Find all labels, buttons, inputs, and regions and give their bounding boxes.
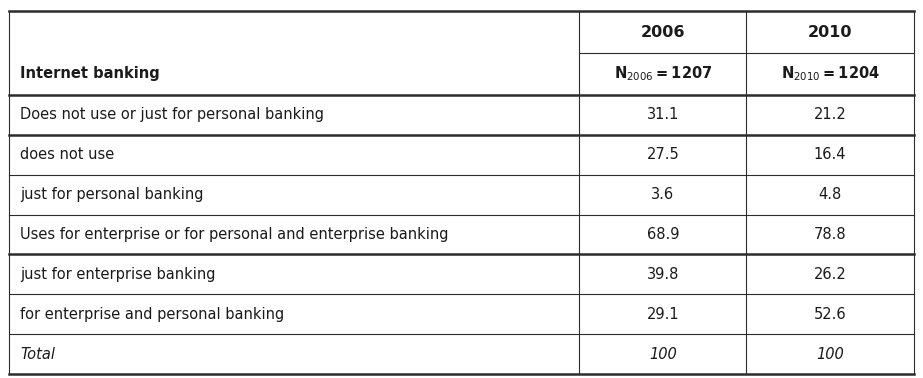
- Text: 31.1: 31.1: [647, 107, 679, 122]
- Text: 29.1: 29.1: [646, 307, 679, 322]
- Text: 2006: 2006: [641, 25, 685, 40]
- Text: 100: 100: [649, 347, 677, 362]
- Text: Uses for enterprise or for personal and enterprise banking: Uses for enterprise or for personal and …: [20, 227, 449, 242]
- Text: 39.8: 39.8: [647, 267, 679, 282]
- Text: for enterprise and personal banking: for enterprise and personal banking: [20, 307, 284, 322]
- Text: 27.5: 27.5: [646, 147, 679, 162]
- Text: 3.6: 3.6: [652, 187, 675, 202]
- Text: Internet banking: Internet banking: [20, 67, 160, 81]
- Text: 26.2: 26.2: [814, 267, 846, 282]
- Text: Total: Total: [20, 347, 55, 362]
- Text: 100: 100: [816, 347, 844, 362]
- Text: 21.2: 21.2: [814, 107, 846, 122]
- Text: $\mathbf{N}_{2006}\mathbf{=1207}$: $\mathbf{N}_{2006}\mathbf{=1207}$: [614, 65, 712, 83]
- Text: just for enterprise banking: just for enterprise banking: [20, 267, 216, 282]
- Text: does not use: does not use: [20, 147, 114, 162]
- Text: 2010: 2010: [808, 25, 852, 40]
- Text: 4.8: 4.8: [819, 187, 842, 202]
- Text: just for personal banking: just for personal banking: [20, 187, 204, 202]
- Text: Does not use or just for personal banking: Does not use or just for personal bankin…: [20, 107, 324, 122]
- Text: 16.4: 16.4: [814, 147, 846, 162]
- Text: 78.8: 78.8: [814, 227, 846, 242]
- Text: 68.9: 68.9: [646, 227, 679, 242]
- Text: 52.6: 52.6: [814, 307, 846, 322]
- Text: $\mathbf{N}_{2010}\mathbf{=1204}$: $\mathbf{N}_{2010}\mathbf{=1204}$: [781, 65, 880, 83]
